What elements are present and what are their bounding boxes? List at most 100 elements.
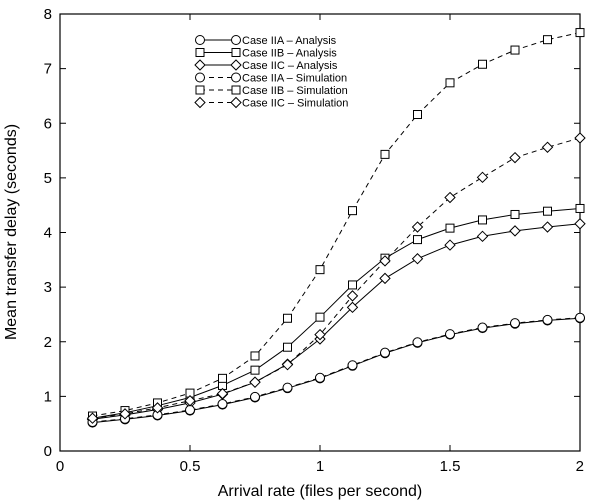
- data-point: [541, 221, 554, 233]
- legend-marker: [195, 48, 205, 57]
- data-point: [445, 223, 455, 233]
- data-point: [379, 255, 391, 267]
- data-point: [380, 149, 390, 159]
- data-point: [411, 221, 424, 233]
- x-axis-title: Arrival rate (files per second): [218, 483, 423, 500]
- data-point: [283, 342, 292, 352]
- x-tick-label: 0.5: [180, 458, 201, 475]
- data-point: [282, 382, 293, 393]
- data-point: [543, 206, 552, 216]
- data-point: [478, 59, 487, 69]
- data-point: [575, 312, 585, 323]
- data-point: [281, 358, 294, 371]
- series-line: [92, 32, 581, 417]
- data-point: [218, 373, 227, 383]
- y-tick-label: 7: [44, 61, 52, 78]
- data-point: [216, 387, 229, 400]
- series-5: [88, 28, 585, 421]
- y-tick-label: 8: [44, 6, 52, 23]
- legend-marker: [231, 35, 241, 45]
- data-point: [250, 351, 260, 361]
- legend-entry: Case IIA – Simulation: [195, 72, 347, 85]
- data-point: [119, 408, 131, 420]
- data-point: [346, 290, 359, 302]
- data-point: [476, 171, 489, 184]
- data-point: [413, 235, 422, 245]
- legend-marker: [230, 96, 242, 109]
- y-tick-label: 3: [44, 279, 52, 296]
- axis-ticks: 0 0.5 1 1.5 2 0 1 2 3 4 5 6 7 8: [44, 6, 584, 475]
- legend-marker: [231, 72, 241, 83]
- series-4: [87, 312, 585, 428]
- data-point: [444, 191, 456, 204]
- series-line: [92, 317, 581, 423]
- legend-entry: Case IIC – Simulation: [194, 96, 348, 110]
- data-point: [348, 206, 357, 216]
- legend-entry: Case IIA – Analysis: [195, 35, 337, 47]
- legend-marker: [195, 72, 205, 83]
- data-point: [575, 28, 585, 38]
- data-point: [379, 272, 391, 285]
- data-point: [509, 225, 521, 237]
- x-tick-label: 0: [56, 458, 64, 475]
- data-point: [476, 230, 489, 243]
- legend-entry: Case IIB – Analysis: [195, 48, 337, 60]
- legend-entry: Case IIB – Simulation: [195, 85, 348, 97]
- data-point: [314, 328, 326, 341]
- series-line: [92, 137, 581, 419]
- data-point: [380, 347, 390, 358]
- data-point: [411, 253, 424, 265]
- data-point: [315, 312, 325, 322]
- data-point: [346, 301, 359, 314]
- data-point: [444, 239, 456, 251]
- y-tick-label: 2: [44, 334, 52, 351]
- legend-marker: [231, 48, 241, 57]
- legend-marker: [194, 59, 206, 71]
- x-tick-label: 2: [576, 458, 584, 475]
- legend-marker: [231, 85, 241, 95]
- legend-label: Case IIC – Simulation: [242, 98, 348, 110]
- data-point: [249, 376, 261, 388]
- legend-label: Case IIB – Analysis: [242, 48, 337, 60]
- data-point: [347, 360, 358, 371]
- data-point: [575, 203, 585, 213]
- data-point: [315, 265, 325, 275]
- legend-marker: [230, 59, 242, 71]
- data-point: [445, 329, 455, 340]
- y-tick-label: 0: [44, 443, 52, 460]
- legend-label: Case IIC – Analysis: [242, 60, 338, 72]
- data-point: [185, 405, 195, 416]
- data-point: [250, 391, 260, 402]
- data-point: [151, 402, 164, 414]
- x-tick-label: 1: [316, 458, 324, 475]
- y-tick-label: 4: [44, 225, 52, 242]
- data-point: [250, 365, 260, 375]
- data-point: [541, 141, 554, 153]
- data-point: [184, 395, 196, 407]
- data-point: [509, 151, 521, 164]
- series-line: [92, 208, 581, 419]
- data-point: [86, 412, 99, 424]
- series-line: [92, 317, 581, 424]
- data-point: [283, 313, 292, 323]
- legend-marker: [195, 85, 205, 95]
- series-layer: [86, 28, 586, 428]
- legend-entry: Case IIC – Analysis: [194, 59, 338, 72]
- legend-label: Case IIB – Simulation: [242, 85, 348, 97]
- data-point: [445, 78, 455, 88]
- data-point: [574, 132, 586, 144]
- series-6: [86, 132, 586, 424]
- data-point: [478, 215, 487, 225]
- data-point: [217, 399, 228, 410]
- legend-label: Case IIA – Simulation: [242, 73, 347, 85]
- data-point: [542, 314, 553, 325]
- y-tick-label: 1: [44, 388, 52, 405]
- data-point: [543, 35, 552, 45]
- data-point: [315, 372, 325, 383]
- legend-marker: [194, 96, 206, 109]
- data-point: [510, 45, 520, 55]
- data-point: [510, 318, 520, 329]
- y-axis-title: Mean transfer delay (seconds): [3, 124, 20, 340]
